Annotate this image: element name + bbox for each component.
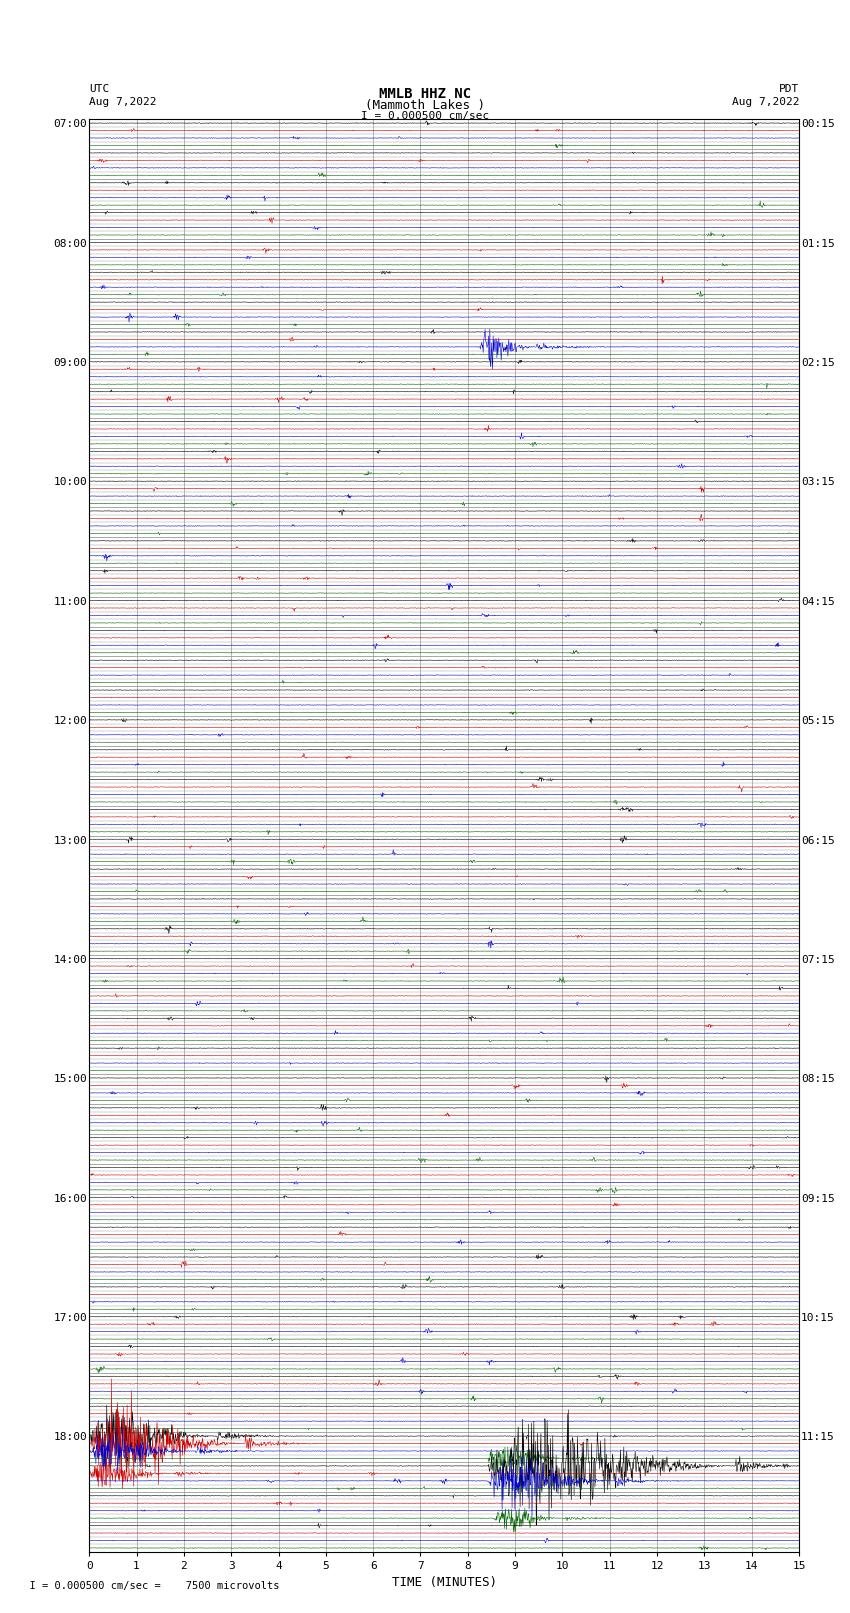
Text: 13:00: 13:00 <box>54 836 87 845</box>
Text: UTC: UTC <box>89 84 110 94</box>
Text: 10:15: 10:15 <box>802 1313 835 1323</box>
Text: 09:00: 09:00 <box>54 358 87 368</box>
Text: 15:00: 15:00 <box>54 1074 87 1084</box>
Text: 17:00: 17:00 <box>54 1313 87 1323</box>
Text: 03:15: 03:15 <box>802 477 835 487</box>
Text: 04:15: 04:15 <box>802 597 835 606</box>
Text: I = 0.000500 cm/sec: I = 0.000500 cm/sec <box>361 111 489 121</box>
Text: 10:00: 10:00 <box>54 477 87 487</box>
Text: 11:15: 11:15 <box>802 1432 835 1442</box>
Text: 02:15: 02:15 <box>802 358 835 368</box>
Text: Aug 7,2022: Aug 7,2022 <box>89 97 156 106</box>
Text: 07:15: 07:15 <box>802 955 835 965</box>
X-axis label: TIME (MINUTES): TIME (MINUTES) <box>392 1576 496 1589</box>
Text: Aug 7,2022: Aug 7,2022 <box>732 97 799 106</box>
Text: 11:00: 11:00 <box>54 597 87 606</box>
Text: 06:15: 06:15 <box>802 836 835 845</box>
Text: 09:15: 09:15 <box>802 1194 835 1203</box>
Text: 12:00: 12:00 <box>54 716 87 726</box>
Text: I = 0.000500 cm/sec =    7500 microvolts: I = 0.000500 cm/sec = 7500 microvolts <box>17 1581 280 1590</box>
Text: 01:15: 01:15 <box>802 239 835 248</box>
Text: 07:00: 07:00 <box>54 119 87 129</box>
Text: 08:00: 08:00 <box>54 239 87 248</box>
Text: 08:15: 08:15 <box>802 1074 835 1084</box>
Text: 14:00: 14:00 <box>54 955 87 965</box>
Text: PDT: PDT <box>779 84 799 94</box>
Text: 16:00: 16:00 <box>54 1194 87 1203</box>
Text: 00:15: 00:15 <box>802 119 835 129</box>
Text: (Mammoth Lakes ): (Mammoth Lakes ) <box>365 98 485 113</box>
Text: 05:15: 05:15 <box>802 716 835 726</box>
Text: MMLB HHZ NC: MMLB HHZ NC <box>379 87 471 102</box>
Text: 18:00: 18:00 <box>54 1432 87 1442</box>
